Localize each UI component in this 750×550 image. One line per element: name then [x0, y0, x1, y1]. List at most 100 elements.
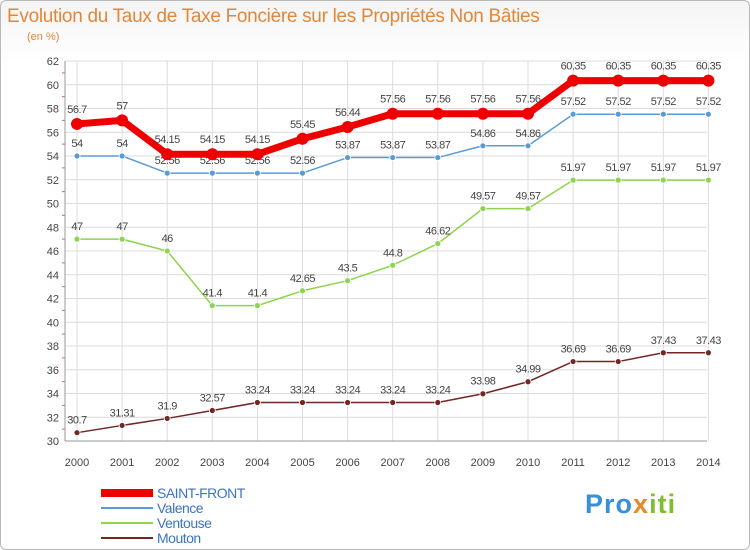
data-label: 51.97 — [606, 162, 631, 174]
data-point — [389, 399, 397, 406]
y-tick-label: 36 — [47, 365, 59, 377]
data-label: 42.65 — [290, 273, 315, 285]
y-tick-label: 54 — [47, 151, 59, 163]
legend-item: Ventouse — [101, 515, 321, 531]
data-point — [208, 169, 216, 177]
data-label: 53.87 — [425, 140, 450, 152]
data-point — [299, 169, 306, 177]
data-label: 54 — [116, 138, 128, 150]
chart-subtitle: (en %) — [27, 31, 60, 43]
data-point — [163, 169, 171, 177]
data-label: 49.57 — [515, 191, 540, 203]
x-tick-label: 2003 — [200, 457, 224, 469]
data-point — [705, 110, 712, 118]
data-label: 54.15 — [200, 134, 225, 146]
y-tick-label: 30 — [47, 436, 59, 448]
y-tick-label: 38 — [47, 341, 59, 353]
data-label: 53.87 — [335, 140, 360, 152]
data-label: 57.56 — [470, 94, 495, 106]
data-point — [614, 176, 622, 184]
data-point — [253, 169, 261, 177]
y-tick-label: 62 — [47, 56, 59, 68]
data-label: 33.24 — [245, 385, 270, 397]
data-point — [73, 429, 81, 437]
data-label: 52.56 — [155, 155, 180, 167]
legend-label: Ventouse — [157, 515, 212, 531]
data-label: 57.52 — [696, 96, 721, 108]
data-label: 36.69 — [606, 344, 631, 356]
data-point — [522, 107, 534, 120]
data-point — [163, 247, 171, 255]
data-point — [434, 399, 442, 406]
x-tick-label: 2012 — [606, 457, 630, 469]
legend-swatch — [101, 489, 153, 497]
x-tick-label: 2013 — [651, 457, 675, 469]
x-tick-label: 2009 — [471, 457, 495, 469]
data-point — [479, 205, 487, 213]
data-label: 52.56 — [245, 155, 270, 167]
data-label: 60.35 — [606, 61, 631, 73]
data-label: 54.15 — [245, 134, 270, 146]
data-label: 60.35 — [696, 61, 721, 73]
x-tick-label: 2001 — [110, 457, 134, 469]
logo-letter: i — [667, 489, 677, 519]
data-label: 36.69 — [561, 344, 586, 356]
data-point — [659, 349, 667, 357]
data-point — [344, 154, 352, 161]
data-point — [569, 358, 577, 365]
data-label: 33.98 — [470, 376, 495, 388]
data-label: 51.97 — [561, 162, 586, 174]
y-tick-label: 46 — [47, 246, 59, 258]
data-label: 60.35 — [651, 61, 676, 73]
y-tick-label: 42 — [47, 294, 59, 306]
data-label: 30.7 — [67, 415, 87, 427]
data-point — [73, 152, 81, 160]
data-point — [208, 302, 216, 310]
data-point — [524, 378, 532, 386]
data-label: 46.62 — [425, 226, 450, 238]
x-tick-label: 2000 — [65, 457, 89, 469]
y-tick-label: 60 — [47, 80, 59, 92]
y-tick-label: 52 — [47, 175, 59, 187]
y-tick-label: 44 — [47, 270, 59, 282]
data-label: 53.87 — [380, 140, 405, 152]
data-point — [705, 176, 712, 184]
data-label: 33.24 — [425, 385, 450, 397]
data-point — [208, 407, 216, 414]
data-label: 54.86 — [515, 128, 540, 140]
data-label: 43.5 — [338, 263, 358, 275]
logo-letter: P — [585, 489, 605, 519]
data-point — [206, 148, 219, 161]
data-label: 47 — [71, 221, 83, 233]
data-label: 33.24 — [380, 385, 405, 397]
data-point — [116, 114, 129, 127]
data-point — [296, 132, 309, 145]
x-tick-label: 2014 — [696, 457, 720, 469]
legend-swatch — [101, 507, 153, 509]
data-label: 57.56 — [425, 94, 450, 106]
data-point — [524, 142, 532, 150]
data-label: 52.56 — [290, 155, 315, 167]
chart-title: Evolution du Taux de Taxe Foncière sur l… — [7, 6, 540, 27]
data-label: 54.86 — [470, 128, 495, 140]
data-label: 51.97 — [651, 162, 676, 174]
y-tick-label: 34 — [47, 389, 59, 401]
data-point — [71, 117, 83, 130]
data-point — [118, 152, 126, 160]
data-point — [569, 176, 577, 184]
data-point — [299, 399, 306, 406]
data-label: 54.15 — [155, 134, 180, 146]
data-point — [389, 154, 397, 161]
legend: SAINT-FRONT Valence Ventouse Mouton — [101, 485, 321, 546]
data-label: 51.97 — [696, 162, 721, 174]
legend-label: Mouton — [157, 530, 201, 546]
legend-swatch — [101, 537, 153, 539]
x-tick-label: 2008 — [426, 457, 450, 469]
data-label: 32.57 — [200, 392, 225, 404]
data-point — [386, 107, 399, 120]
x-tick-label: 2011 — [561, 457, 585, 469]
data-point — [702, 74, 715, 87]
data-point — [163, 415, 171, 422]
data-label: 57.56 — [515, 94, 540, 106]
